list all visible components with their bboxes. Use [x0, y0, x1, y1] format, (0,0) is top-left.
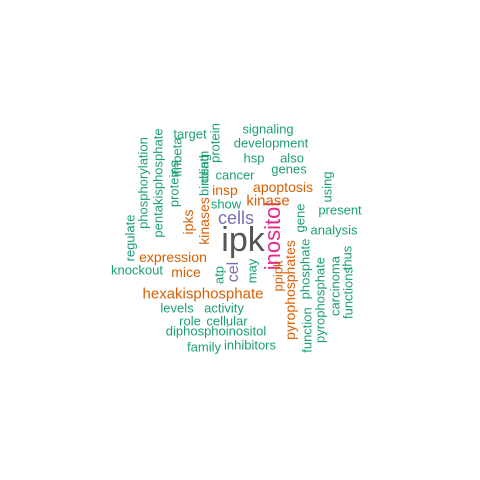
word-present: present: [318, 202, 362, 218]
word-mice: mice: [171, 264, 201, 280]
word-also: also: [280, 150, 304, 166]
word-activity: activity: [204, 300, 244, 316]
word-pentakisphosphate: pentakisphosphate: [150, 128, 166, 238]
word-may: may: [244, 258, 260, 284]
word-ipk: ipk: [221, 221, 265, 259]
word-knockout: knockout: [110, 262, 164, 278]
word-phosphorylation: phosphorylation: [135, 137, 151, 229]
word-apoptosis: apoptosis: [253, 179, 313, 195]
word-pyrophosphate: pyrophosphate: [312, 256, 328, 344]
word-cancer: cancer: [215, 167, 255, 183]
word-using: using: [319, 171, 335, 203]
word-role: role: [179, 313, 201, 329]
word-phosphate: phosphate: [297, 238, 313, 300]
word-genes: genes: [271, 161, 307, 177]
word-analysis: analysis: [310, 222, 358, 238]
word-insp: insp: [212, 182, 238, 198]
word-hexakisphosphate: hexakisphosphate: [142, 285, 264, 303]
word-cel: cel: [225, 261, 242, 283]
word-ifnbeta: ifnbeta: [169, 137, 185, 177]
word-protein: protein: [207, 123, 223, 163]
word-diphosphoinositol: diphosphoinositol: [165, 323, 267, 339]
word-ipks: ipks: [180, 209, 196, 235]
word-hsp: hsp: [243, 150, 265, 166]
word-gene: gene: [292, 203, 308, 233]
word-cells: cells: [217, 208, 255, 228]
word-kinases: kinases: [196, 197, 212, 245]
word-show: show: [210, 196, 242, 212]
word-development: development: [233, 135, 309, 151]
word-target: target: [173, 126, 207, 142]
word-signaling: signaling: [242, 121, 294, 137]
word-expression: expression: [139, 249, 207, 265]
word-family: family: [187, 339, 221, 355]
word-inhibitors: inhibitors: [223, 337, 277, 353]
word-atp: atp: [211, 265, 227, 285]
word-levels: levels: [160, 300, 194, 316]
word-kinase: kinase: [246, 192, 290, 210]
word-functions: functions: [340, 266, 356, 320]
word-cellular: cellular: [206, 313, 248, 329]
word-ppipk: ppipk: [270, 260, 286, 292]
word-regulate: regulate: [122, 214, 138, 262]
